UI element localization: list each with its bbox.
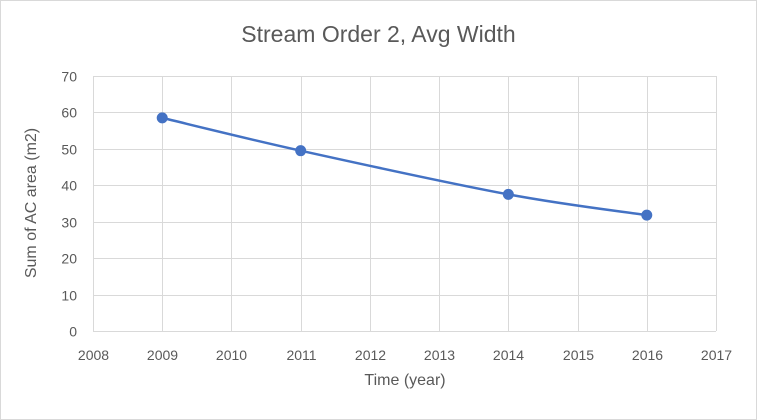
x-tick-label: 2017	[701, 347, 732, 363]
y-tick-label: 0	[69, 324, 77, 340]
data-point-marker	[502, 188, 514, 200]
x-tick-label: 2015	[563, 347, 594, 363]
data-point-marker	[641, 209, 653, 221]
y-tick-label: 20	[61, 251, 77, 267]
x-tick-label: 2016	[632, 347, 663, 363]
x-tick-label: 2014	[493, 347, 524, 363]
y-tick-label: 10	[61, 288, 77, 304]
y-tick-label: 30	[61, 215, 77, 231]
data-point-marker	[156, 112, 168, 124]
x-tick-label: 2013	[424, 347, 455, 363]
y-tick-label: 40	[61, 178, 77, 194]
x-axis-title: Time (year)	[364, 372, 446, 389]
chart-title: Stream Order 2, Avg Width	[241, 21, 516, 47]
x-tick-label: 2011	[286, 347, 316, 363]
y-tick-label: 70	[61, 69, 77, 85]
x-tick-label: 2012	[355, 347, 386, 363]
x-tick-label: 2010	[216, 347, 247, 363]
x-tick-label: 2009	[147, 347, 178, 363]
data-point-marker	[295, 145, 307, 157]
x-tick-label: 2008	[78, 347, 109, 363]
y-tick-label: 60	[61, 105, 77, 121]
series-line	[160, 116, 649, 217]
y-tick-label: 50	[61, 142, 77, 158]
